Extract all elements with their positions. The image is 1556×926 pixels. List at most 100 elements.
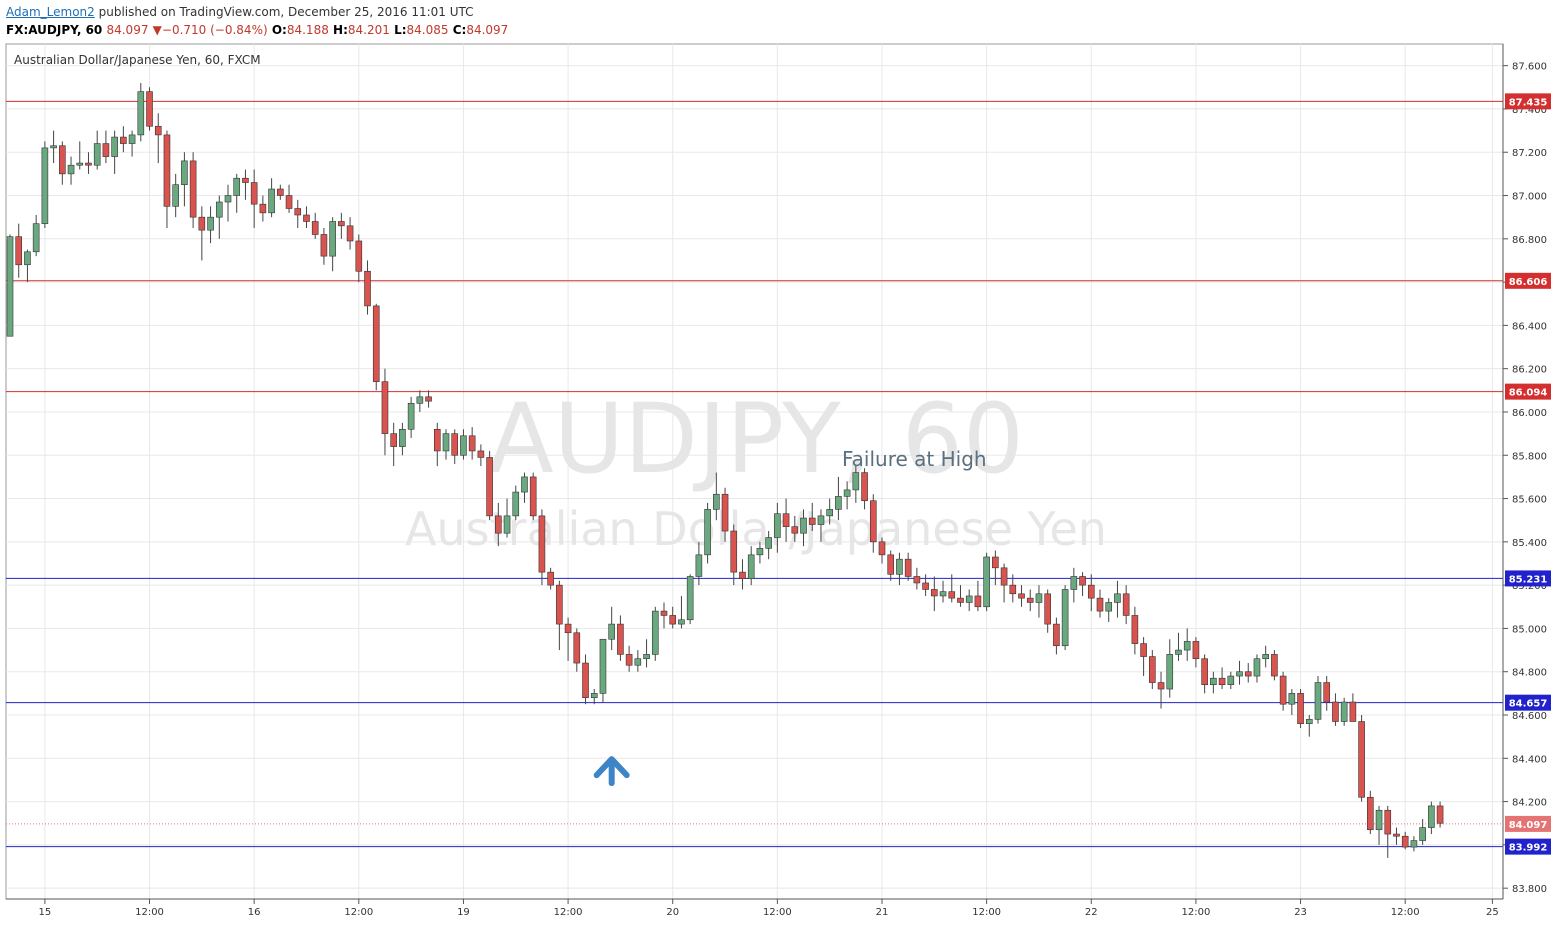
candle (1340, 697, 1348, 726)
y-tick-label: 86.400 (1512, 321, 1547, 332)
author-link[interactable]: Adam_Lemon2 (6, 5, 95, 19)
candle-body (582, 662, 589, 698)
candle (1279, 671, 1287, 711)
candle (346, 217, 354, 250)
candle (146, 87, 153, 131)
candle-body (224, 195, 232, 203)
candle-body (399, 428, 406, 447)
candle (939, 580, 947, 603)
candle (1253, 654, 1261, 683)
level-price-label: 86.606 (1509, 277, 1548, 288)
candle (1131, 606, 1139, 655)
candle (59, 141, 66, 185)
candle (1157, 671, 1165, 709)
candle-body (181, 160, 188, 185)
candle-body (338, 221, 345, 227)
candle-body (311, 221, 319, 235)
candle (808, 502, 816, 532)
candle-body (32, 223, 40, 253)
candle-body (215, 201, 223, 218)
candle (896, 552, 903, 586)
y-tick-label: 86.800 (1512, 235, 1547, 246)
candle-body (739, 571, 746, 579)
candle-body (529, 476, 537, 517)
candle-body (381, 381, 389, 434)
candle-body (1114, 593, 1121, 603)
x-tick-label: 12:00 (135, 907, 164, 918)
candle (486, 450, 493, 521)
candle (1201, 654, 1208, 694)
candle (24, 249, 31, 283)
price-axis[interactable]: 83.80084.00084.20084.40084.60084.80085.0… (1502, 44, 1551, 899)
candle (111, 130, 118, 174)
candle (277, 184, 284, 200)
candle-body (85, 162, 92, 166)
candle (1105, 598, 1113, 622)
candle-body (433, 428, 441, 452)
candle (233, 173, 241, 213)
candle (573, 628, 581, 672)
candle (965, 589, 973, 612)
candle (931, 576, 938, 612)
candle-body (608, 623, 615, 640)
y-tick-label: 85.200 (1512, 581, 1547, 592)
candle (922, 574, 929, 596)
candle (617, 615, 624, 661)
level-price-label: 84.657 (1509, 699, 1548, 710)
candle-body (207, 216, 214, 231)
candle (1297, 689, 1304, 728)
candle (128, 130, 136, 157)
candle (76, 141, 84, 170)
y-tick-label: 87.000 (1512, 192, 1547, 203)
candle (154, 113, 162, 164)
candle-body (50, 145, 57, 149)
candle-body (1332, 701, 1339, 722)
candle (1061, 585, 1069, 651)
candle (259, 195, 267, 222)
candle (32, 215, 40, 257)
candle (1122, 585, 1130, 625)
candle (468, 427, 476, 460)
candle (730, 524, 738, 586)
x-tick-label: 12:00 (972, 907, 1001, 918)
candle (224, 184, 232, 222)
x-tick-label: 16 (248, 907, 261, 918)
candle (1323, 676, 1331, 711)
candle-body (1157, 682, 1165, 690)
candle-body (521, 476, 528, 493)
candle (695, 541, 703, 586)
candle-body (660, 610, 668, 616)
candle-body (791, 526, 799, 534)
candle (1140, 637, 1147, 677)
candle-body (486, 457, 493, 517)
candle (1349, 693, 1357, 722)
candle (556, 580, 563, 651)
candle-body (329, 221, 336, 257)
candle-body (590, 693, 598, 698)
candle (843, 481, 851, 510)
candle-body (320, 234, 328, 257)
candle (1314, 676, 1322, 724)
candle (250, 169, 258, 228)
candle-body (364, 270, 371, 307)
candle-body (1105, 602, 1113, 612)
candle (268, 178, 275, 218)
candle (739, 559, 746, 590)
candle-body (6, 236, 14, 337)
candle (529, 472, 537, 521)
candle (564, 617, 572, 661)
candle-body (721, 493, 729, 532)
low-label: L: (394, 23, 407, 37)
candle-body (146, 91, 153, 127)
candle (512, 485, 520, 521)
candle (285, 184, 293, 213)
candle-body (896, 558, 903, 575)
candle (817, 509, 825, 542)
candle (207, 206, 214, 244)
time-axis[interactable]: 15 12:00 16 12:00 19 12:00 20 12:00 21 12:00 22 12:… (6, 898, 1503, 918)
candle (1166, 639, 1174, 698)
candle-body (869, 500, 877, 543)
candle-body (599, 638, 607, 694)
candle-body (782, 513, 790, 527)
